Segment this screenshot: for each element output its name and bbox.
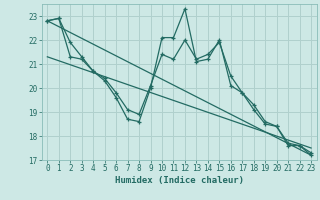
X-axis label: Humidex (Indice chaleur): Humidex (Indice chaleur) <box>115 176 244 185</box>
